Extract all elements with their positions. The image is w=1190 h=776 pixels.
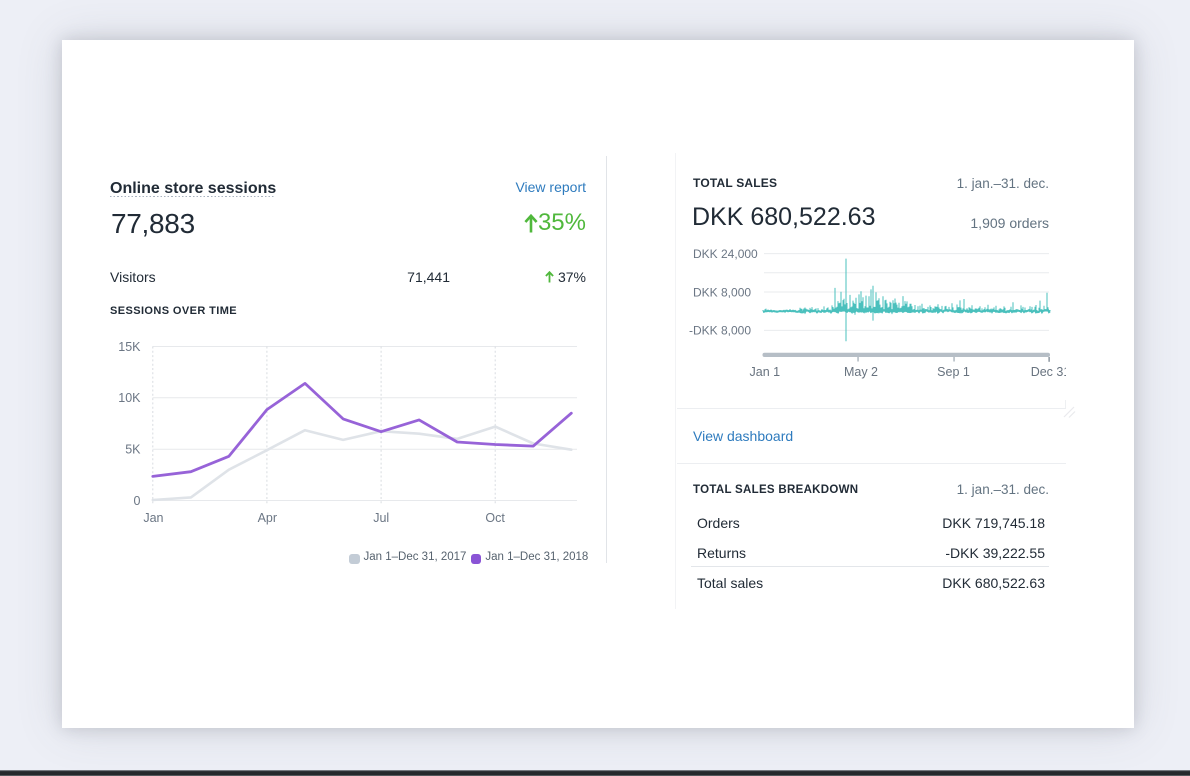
svg-text:Sep 1: Sep 1 xyxy=(937,365,970,379)
svg-text:Dec 31: Dec 31 xyxy=(1031,365,1066,379)
svg-text:Jul: Jul xyxy=(373,511,389,525)
svg-text:Oct: Oct xyxy=(485,511,505,525)
svg-text:DKK 8,000: DKK 8,000 xyxy=(693,285,751,299)
svg-text:10K: 10K xyxy=(118,391,141,405)
svg-text:Jan: Jan xyxy=(143,511,163,525)
svg-text:Apr: Apr xyxy=(258,511,277,525)
svg-text:0: 0 xyxy=(134,494,141,508)
svg-text:15K: 15K xyxy=(118,340,141,354)
svg-text:Jan 1: Jan 1 xyxy=(750,365,781,379)
svg-text:May 2: May 2 xyxy=(844,365,878,379)
svg-text:DKK 24,000: DKK 24,000 xyxy=(693,247,758,261)
svg-text:5K: 5K xyxy=(125,443,141,457)
svg-text:-DKK 8,000: -DKK 8,000 xyxy=(689,324,751,338)
